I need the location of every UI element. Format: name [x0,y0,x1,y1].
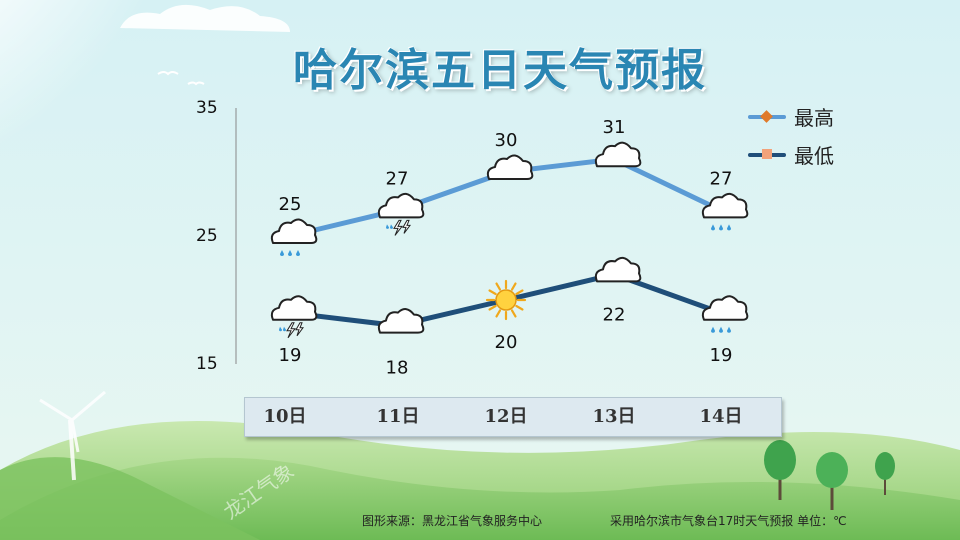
data-label: 19 [279,345,302,366]
data-label: 20 [495,332,518,353]
x-tick-label: 13日 [592,406,636,427]
page-title: 哈尔滨五日天气预报 [293,45,707,96]
legend-label: 最低 [794,144,834,168]
tree-icon [764,440,796,500]
y-tick-label: 25 [196,226,218,246]
thunderstorm-cloud-icon [377,192,425,236]
hill-front [0,457,960,540]
data-label: 27 [710,168,733,189]
cloud-icon [594,141,642,168]
diamond-marker-icon [760,109,773,123]
legend-line-high [748,109,786,123]
x-tick-label: 14日 [699,406,743,427]
y-tick-label: 35 [196,98,218,118]
source-credit: 图形来源：黑龙江省气象服务中心 [362,514,543,528]
x-tick-label: 11日 [376,406,420,427]
legend-item-low: 最低 [748,140,834,169]
units-note: 采用哈尔滨市气象台17时天气预报 单位：℃ [610,514,847,528]
bird-icon [157,71,179,76]
rain-cloud-icon [270,218,318,256]
bird-icon [187,81,205,86]
sun-glow [0,0,200,200]
cloud-icon [594,256,642,283]
legend-item-high: 最高 [748,102,834,131]
thunderstorm-cloud-icon [270,295,318,339]
legend-line-low [748,148,786,159]
hill-left [0,457,260,540]
cloud-decoration [120,4,290,32]
y-tick-label: 15 [196,354,218,374]
day-axis-bar: 10日 11日 12日 13日 14日 [244,397,782,437]
tree-icon [875,452,895,495]
sun-icon [485,279,527,321]
tree-icon [816,452,848,510]
legend-label: 最高 [794,106,834,130]
data-label: 31 [603,117,626,138]
data-label: 18 [386,358,409,379]
x-tick-label: 10日 [263,406,307,427]
data-label: 27 [386,168,409,189]
rain-cloud-icon [701,192,749,231]
data-label: 22 [603,304,626,325]
square-marker-icon [762,148,772,159]
cloud-icon [377,308,425,334]
windmill-icon [39,390,106,481]
rain-cloud-icon [701,295,749,333]
data-label: 25 [279,194,302,215]
data-label: 19 [710,345,733,366]
data-label: 30 [495,130,518,151]
x-tick-label: 12日 [484,406,528,427]
cloud-icon [486,154,534,180]
